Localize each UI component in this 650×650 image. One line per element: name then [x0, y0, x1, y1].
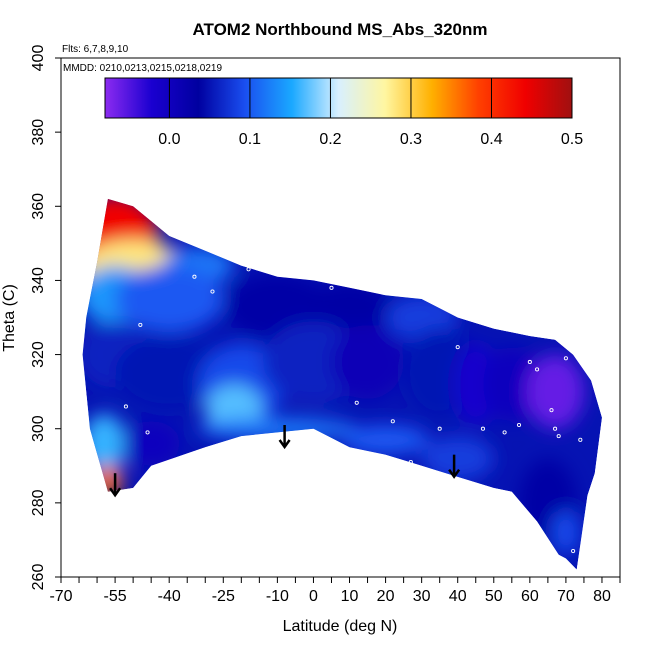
x-tick-label: 0	[309, 588, 318, 605]
x-tick-label: 20	[377, 588, 395, 605]
x-tick-label: -70	[49, 588, 72, 605]
arrow-head	[278, 439, 291, 450]
field-cell	[526, 354, 584, 429]
sample-point	[246, 267, 251, 272]
sample-point	[390, 419, 395, 424]
x-tick-label: -25	[212, 588, 235, 605]
sample-point	[437, 426, 442, 431]
sample-points	[123, 259, 583, 554]
x-axis-label: Latitude (deg N)	[283, 618, 398, 635]
colorbar-bar	[104, 77, 573, 119]
flights-label: Flts: 6,7,8,9,10	[62, 44, 129, 55]
flight-arrow	[448, 454, 461, 479]
sample-point	[556, 434, 561, 439]
colorbar-tick-label: 0.3	[400, 131, 422, 148]
colorbar-tick-label: 0.1	[239, 131, 261, 148]
sample-point	[329, 285, 334, 290]
colorbar-tick-label: 0.2	[319, 131, 341, 148]
sample-point	[210, 289, 215, 294]
arrow-head	[448, 468, 461, 479]
x-tick-label: 40	[449, 588, 467, 605]
field-cell	[482, 347, 541, 422]
sample-point	[275, 259, 280, 264]
y-tick-label: 300	[30, 415, 47, 442]
x-tick-label: 50	[485, 588, 503, 605]
sample-point	[502, 430, 507, 435]
sample-point	[455, 345, 460, 350]
sample-point	[145, 430, 150, 435]
field-cell	[551, 510, 581, 555]
field-cell	[198, 417, 357, 440]
y-tick-label: 400	[30, 45, 47, 72]
sample-point	[553, 426, 558, 431]
sample-point	[138, 322, 143, 327]
y-axis: 260 280 300 320 340 360 380 400	[30, 45, 62, 591]
y-tick-label: 380	[30, 119, 47, 146]
sample-point	[192, 274, 197, 279]
x-axis: -70 -55 -40 -25 -10 0 10 20 30 40 50 60 70 80	[49, 576, 621, 605]
y-tick-label: 260	[30, 564, 47, 591]
sample-point	[408, 460, 413, 465]
colorbar-tick-label: 0.4	[480, 131, 502, 148]
flight-arrow	[278, 425, 291, 450]
sample-point	[549, 408, 554, 413]
field-cell	[454, 343, 498, 426]
y-tick-label: 280	[30, 489, 47, 516]
x-tick-label: 70	[557, 588, 575, 605]
colorbar-tick-label: 0.0	[158, 131, 180, 148]
sample-point	[354, 400, 359, 405]
sample-point	[123, 404, 128, 409]
y-tick-label: 340	[30, 267, 47, 294]
flight-arrow	[109, 473, 122, 498]
colorbar: 0.0 0.1 0.2 0.3 0.4 0.5	[104, 77, 583, 148]
field-cell	[342, 425, 429, 455]
x-tick-label: -40	[158, 588, 181, 605]
field-cell	[122, 421, 181, 466]
x-tick-label: 10	[341, 588, 359, 605]
flight-arrows	[109, 425, 461, 498]
field-cell	[115, 336, 224, 411]
field-cell	[421, 436, 494, 481]
y-axis-label: Theta (C)	[1, 284, 18, 352]
sample-point	[516, 422, 522, 428]
x-tick-label: 30	[413, 588, 431, 605]
colorbar-tick-label: 0.5	[561, 131, 583, 148]
sample-point	[563, 356, 568, 361]
theta-latitude-field	[82, 198, 603, 570]
chart-title: ATOM2 Northbound MS_Abs_320nm	[192, 20, 487, 39]
field-cell	[82, 413, 126, 474]
sample-point	[480, 426, 486, 431]
x-tick-label: 60	[521, 588, 539, 605]
field-cell	[331, 324, 404, 400]
y-tick-label: 360	[30, 193, 47, 220]
field-cell	[115, 265, 224, 333]
arrow-head	[109, 487, 122, 498]
sample-point	[571, 549, 576, 554]
mmdd-label: MMDD: 0210,0213,0215,0218,0219	[63, 63, 222, 74]
x-tick-label: -55	[104, 588, 127, 605]
y-tick-label: 320	[30, 341, 47, 368]
x-tick-label: 80	[593, 588, 611, 605]
sample-point	[535, 367, 540, 372]
sample-point	[152, 474, 157, 479]
sample-point	[578, 437, 583, 442]
sample-point	[527, 359, 532, 365]
x-tick-label: -10	[266, 588, 289, 605]
